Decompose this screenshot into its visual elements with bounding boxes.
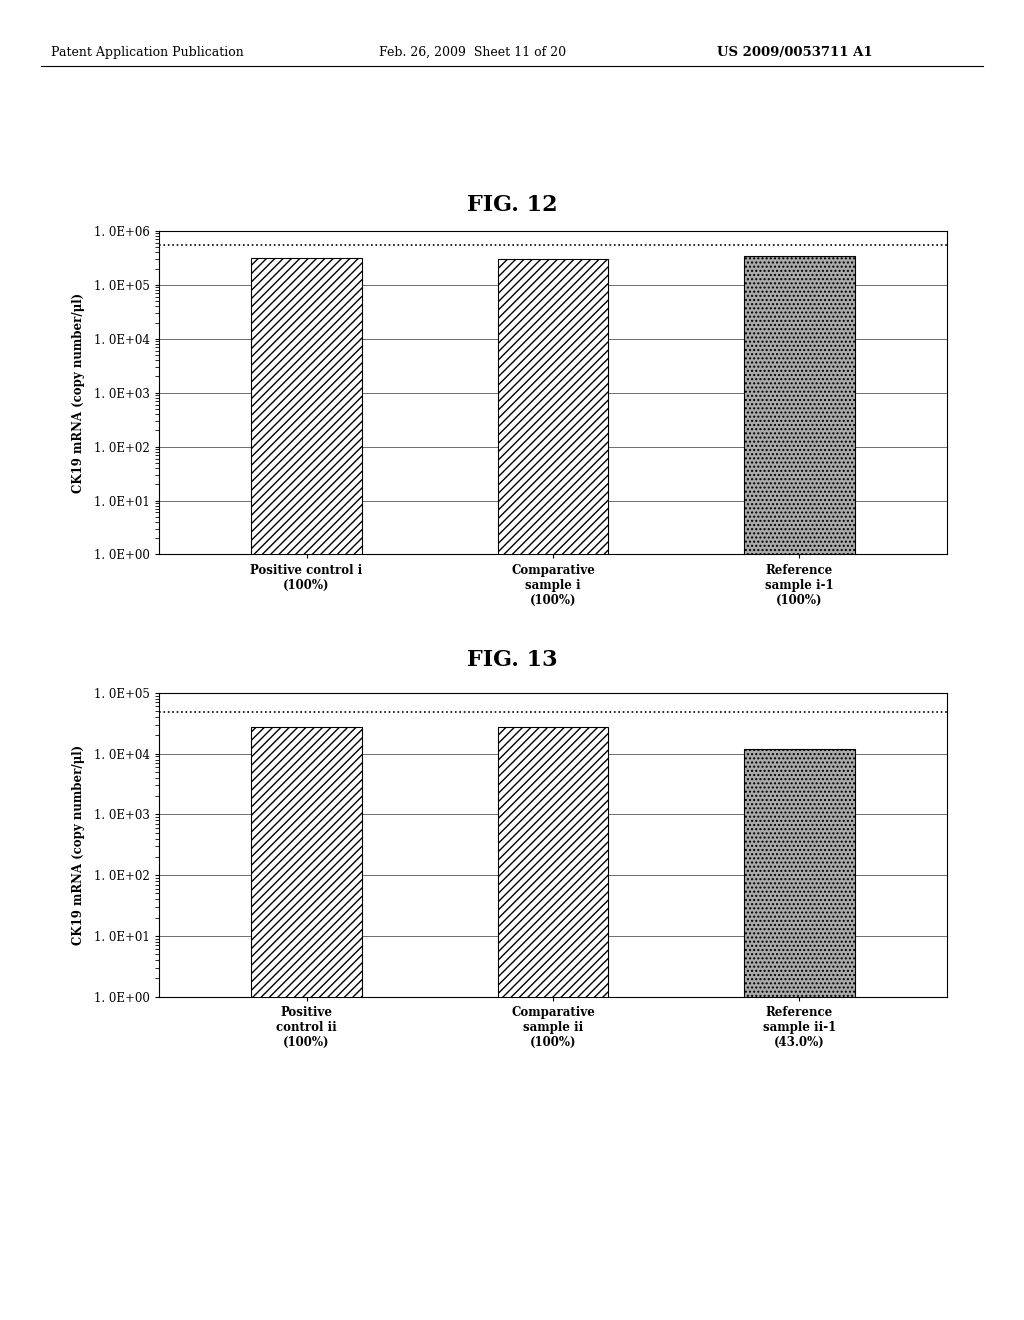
Y-axis label: CK19 mRNA (copy number/μl): CK19 mRNA (copy number/μl) — [73, 744, 85, 945]
Text: US 2009/0053711 A1: US 2009/0053711 A1 — [717, 46, 872, 59]
Text: Patent Application Publication: Patent Application Publication — [51, 46, 244, 59]
Bar — [251, 726, 362, 1320]
Y-axis label: CK19 mRNA (copy number/μl): CK19 mRNA (copy number/μl) — [73, 293, 85, 492]
Bar — [743, 748, 855, 1320]
Text: FIG. 12: FIG. 12 — [467, 194, 557, 215]
Bar — [251, 257, 362, 1320]
Text: FIG. 13: FIG. 13 — [467, 649, 557, 671]
Bar — [743, 256, 855, 1320]
Bar — [498, 259, 608, 1320]
Bar — [498, 726, 608, 1320]
Text: Feb. 26, 2009  Sheet 11 of 20: Feb. 26, 2009 Sheet 11 of 20 — [379, 46, 566, 59]
